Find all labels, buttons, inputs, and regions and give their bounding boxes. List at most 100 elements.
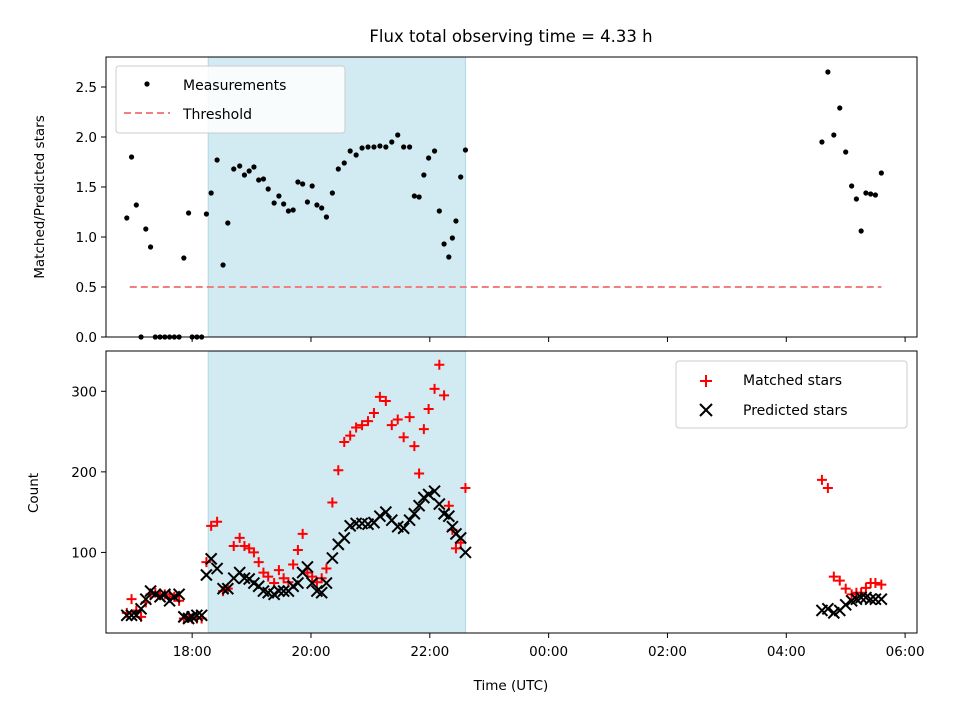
measurement-point <box>181 255 187 261</box>
x-tick-label: 04:00 <box>767 644 806 660</box>
top-y-tick-label: 2.0 <box>76 130 97 146</box>
matched-star-point <box>351 422 362 433</box>
measurement-point <box>203 211 210 217</box>
top-legend-box <box>115 65 346 134</box>
bottom-axes-frame <box>105 350 918 634</box>
measurement-point <box>411 193 417 199</box>
top-x-axis-ticks <box>191 337 906 342</box>
measurement-point <box>329 190 335 196</box>
measurement-point <box>462 147 469 153</box>
measurement-point <box>401 144 407 150</box>
measurement-point <box>133 202 139 208</box>
matched-star-point <box>345 430 356 441</box>
measurement-point <box>377 143 383 149</box>
bottom-y-tick-label: 100 <box>71 545 97 561</box>
measurement-point <box>431 148 438 154</box>
chart-title: Flux total observing time = 4.33 h <box>369 27 652 46</box>
measurement-point <box>260 176 267 182</box>
measurement-point <box>220 262 226 268</box>
measurement-point <box>246 168 252 174</box>
matched-star-point <box>339 437 350 448</box>
measurement-point <box>323 214 330 220</box>
matched-star-point <box>126 594 137 605</box>
bottom-legend: Matched stars Predicted stars <box>675 360 908 429</box>
measurement-point <box>395 132 401 138</box>
matched-star-point <box>253 557 264 568</box>
matched-star-point <box>414 468 425 479</box>
predicted-star-point <box>875 592 888 606</box>
matched-star-point <box>840 583 851 594</box>
matched-star-point <box>450 543 461 554</box>
bottom-y-axis-ticks: 100 200 300 <box>71 384 106 561</box>
measurement-point <box>449 235 455 241</box>
predicted-stars-points <box>120 484 888 625</box>
top-y-tick-label: 0.0 <box>76 330 97 346</box>
x-tick-label: 06:00 <box>886 644 925 660</box>
bottom-y-tick-label: 200 <box>71 465 97 481</box>
matched-star-point <box>263 571 274 582</box>
predicted-star-point <box>301 560 314 574</box>
predicted-star-point <box>210 562 224 575</box>
legend-predicted-label: Predicted stars <box>743 403 848 419</box>
x-tick-label: 22:00 <box>410 644 449 660</box>
predicted-star-point <box>134 602 148 616</box>
top-y-tick-label: 0.5 <box>76 280 97 296</box>
predicted-star-point <box>130 609 143 622</box>
predicted-star-point <box>428 484 441 498</box>
predicted-star-point <box>315 586 328 599</box>
predicted-star-point <box>446 520 459 533</box>
measurement-point <box>295 179 301 185</box>
matched-star-point <box>834 575 845 586</box>
top-axes-frame <box>105 56 918 338</box>
legend-measurements-swatch <box>144 81 150 87</box>
matched-star-point <box>386 420 397 431</box>
measurement-point <box>853 196 859 202</box>
predicted-star-point <box>200 568 213 582</box>
predicted-star-point <box>190 609 204 622</box>
legend-matched-swatch <box>700 375 712 387</box>
predicted-star-point <box>139 592 153 606</box>
matched-star-point <box>828 571 839 582</box>
measurement-point <box>389 139 395 145</box>
matched-star-point <box>368 408 379 419</box>
measurement-point <box>436 208 442 214</box>
predicted-star-point <box>238 572 251 585</box>
matched-star-point <box>201 557 212 568</box>
measurement-point <box>359 145 365 151</box>
top-y-tick-label: 2.5 <box>76 80 97 96</box>
measurement-point <box>825 69 831 75</box>
measurement-point <box>265 186 271 192</box>
matched-star-point <box>423 404 434 415</box>
measurement-point <box>441 241 447 247</box>
predicted-star-point <box>854 591 868 604</box>
predicted-star-point <box>442 509 456 523</box>
top-measurement-points <box>124 69 884 340</box>
matched-star-point <box>288 559 299 570</box>
measurement-point <box>353 152 359 158</box>
top-y-tick-label: 1.0 <box>76 230 97 246</box>
matched-star-point <box>460 482 471 493</box>
predicted-star-point <box>277 584 290 598</box>
matched-star-point <box>870 578 881 589</box>
top-y-axis-ticks: 0.0 0.5 1.0 1.5 2.0 2.5 <box>76 80 106 346</box>
measurement-point <box>147 244 154 250</box>
measurement-point <box>453 218 459 224</box>
matched-star-point <box>429 383 440 394</box>
predicted-star-point <box>864 592 877 606</box>
measurement-point <box>225 220 231 226</box>
predicted-star-point <box>403 513 416 527</box>
measurement-point <box>347 148 353 154</box>
measurement-point <box>341 160 347 166</box>
measurement-point <box>241 172 248 178</box>
x-tick-label: 00:00 <box>529 644 568 660</box>
predicted-star-point <box>839 598 852 612</box>
predicted-star-point <box>158 588 172 601</box>
measurement-point <box>383 144 389 150</box>
measurement-point <box>185 210 192 216</box>
matched-star-point <box>212 516 223 527</box>
measurement-point <box>237 163 243 169</box>
measurement-point <box>214 157 220 163</box>
top-legend: Measurements Threshold <box>115 65 346 134</box>
bottom-legend-box <box>675 360 908 429</box>
